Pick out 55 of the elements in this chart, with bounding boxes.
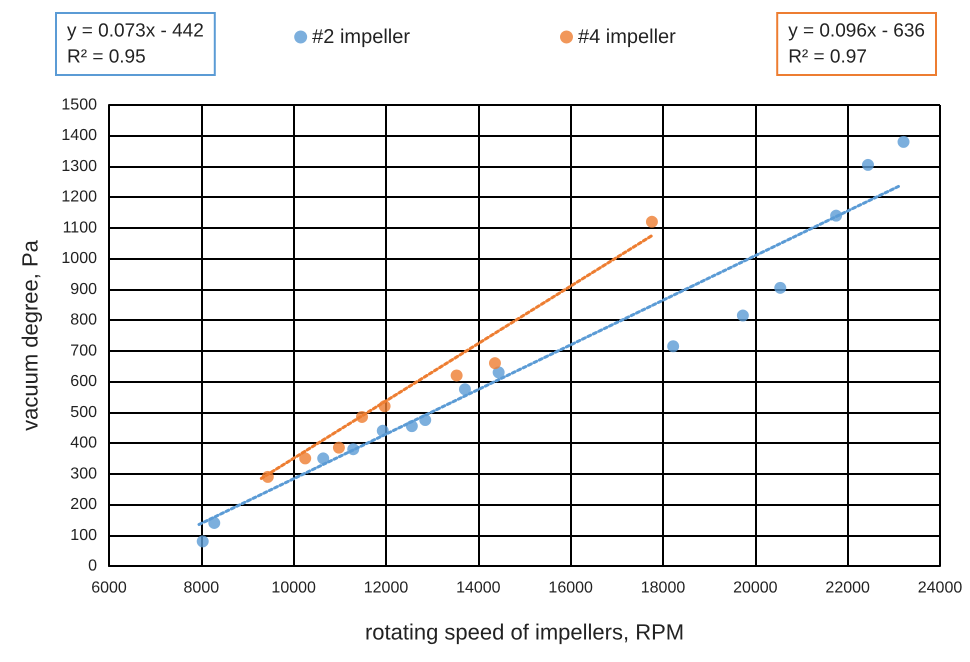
point [347, 443, 360, 456]
x-tick-label: 12000 [364, 580, 408, 596]
text: y = 0.096x - 636 R² = 0.97 [788, 20, 926, 68]
y-tick-label: 0 [88, 558, 98, 574]
y-tick-label: 700 [70, 342, 98, 360]
point [378, 400, 391, 412]
point [736, 310, 749, 322]
point [667, 340, 680, 352]
point [646, 216, 658, 228]
y-tick-label: 100 [70, 526, 98, 544]
point [317, 452, 330, 464]
point [419, 414, 432, 426]
x-tick-label: 14000 [456, 580, 501, 596]
point [488, 357, 501, 370]
y-tick-label: 1500 [61, 96, 98, 114]
x-tick-label: 10000 [271, 580, 316, 596]
legend-label: #4 impeller [578, 26, 676, 48]
y-tick-label: 400 [70, 434, 98, 452]
x-axis-title: rotating speed of impellers, RPM [364, 620, 684, 644]
point [458, 383, 471, 396]
point [898, 136, 910, 148]
x-tick-label: 22000 [825, 580, 870, 596]
point [332, 442, 345, 454]
point [830, 210, 842, 222]
point [208, 516, 220, 529]
y-tick-label: 300 [70, 465, 98, 482]
point [196, 535, 209, 548]
point [450, 369, 463, 382]
point [356, 410, 368, 423]
x-tick-label: 24000 [918, 580, 962, 596]
x-tick-label: 18000 [640, 580, 686, 596]
y-tick-label: 1000 [61, 250, 98, 268]
legend-label: #2 impeller [312, 26, 410, 48]
x-tick-label: 6000 [91, 580, 127, 596]
point [492, 366, 505, 378]
y-tick-label: 500 [70, 404, 98, 421]
x-tick-label: 16000 [548, 580, 594, 596]
y-tick-label: 1100 [62, 219, 98, 236]
point [299, 452, 312, 464]
y-axis-title: vacuum degree, Pa [18, 239, 42, 431]
y-tick-label: 1300 [61, 158, 98, 175]
x-tick-label: 20000 [733, 580, 778, 596]
point [262, 470, 274, 483]
point [406, 420, 418, 432]
point [774, 282, 786, 294]
y-tick-label: 1400 [61, 127, 98, 144]
point [862, 158, 874, 171]
y-tick-label: 800 [70, 312, 98, 329]
y-tick-label: 1200 [61, 188, 98, 206]
text: y = 0.073x - 442 R² = 0.95 [67, 20, 204, 68]
y-tick-label: 900 [70, 280, 98, 298]
point [376, 424, 389, 437]
y-tick-label: 600 [70, 373, 98, 390]
x-tick-label: 8000 [184, 580, 220, 596]
y-tick-label: 200 [70, 496, 98, 514]
